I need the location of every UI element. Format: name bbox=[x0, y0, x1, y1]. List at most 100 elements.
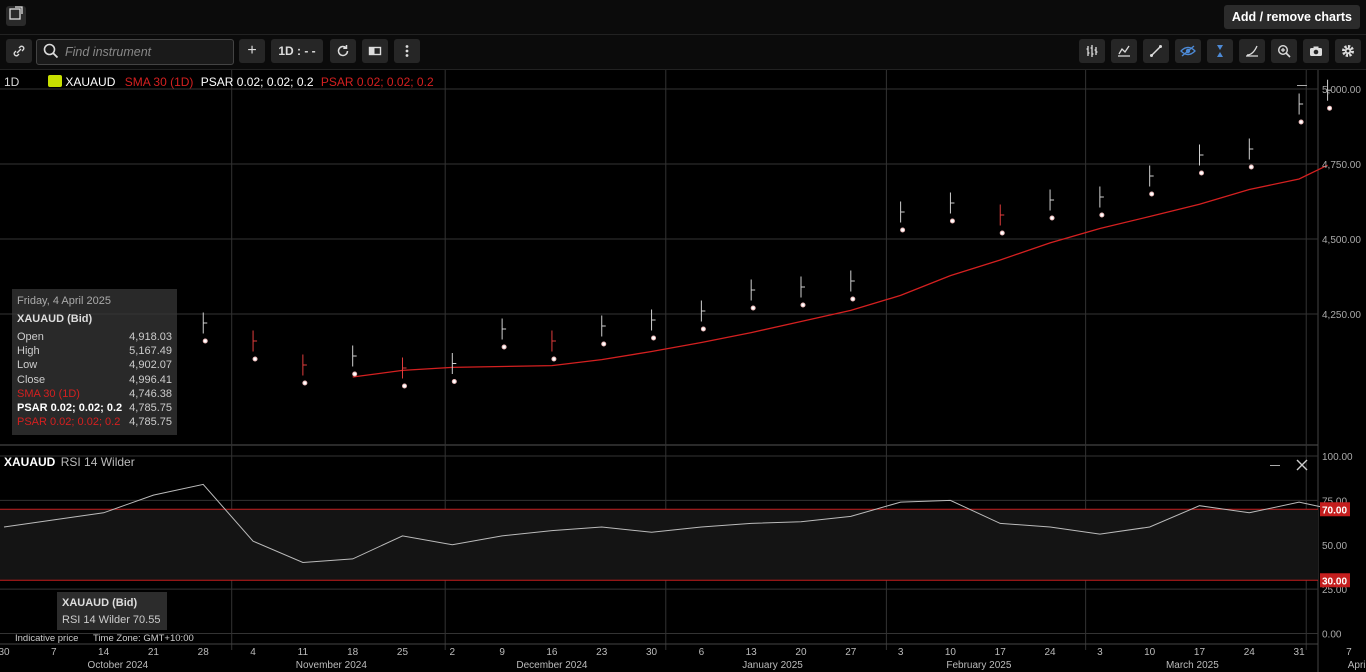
psar-dot bbox=[551, 356, 557, 362]
month-tick-label: April 2025 bbox=[1348, 660, 1366, 671]
rsi-tooltip: XAUAUD (Bid) RSI 14 Wilder 70.55 bbox=[57, 592, 167, 630]
minimize-icon[interactable] bbox=[1270, 465, 1280, 466]
day-tick-label: 17 bbox=[1194, 647, 1206, 658]
tooltip-instrument: XAUAUD (Bid) bbox=[17, 313, 93, 325]
sma-line bbox=[352, 164, 1328, 378]
psar-dot bbox=[949, 218, 955, 224]
day-tick-label: 2 bbox=[450, 647, 456, 658]
day-tick-label: 17 bbox=[995, 647, 1007, 658]
more-icon[interactable] bbox=[394, 39, 420, 63]
month-tick-label: October 2024 bbox=[88, 660, 149, 671]
draw-line-icon[interactable] bbox=[1143, 39, 1169, 63]
timezone-label: Time Zone: GMT+10:00 bbox=[93, 633, 194, 644]
refresh-icon[interactable] bbox=[330, 39, 356, 63]
day-tick-label: 21 bbox=[148, 647, 160, 658]
day-tick-label: 9 bbox=[499, 647, 505, 658]
rsi-level-label: 30.00 bbox=[1322, 576, 1347, 587]
psar-dot bbox=[601, 341, 607, 347]
month-tick-label: January 2025 bbox=[742, 660, 803, 671]
tooltip-row-low: Low 4,902.07 bbox=[17, 359, 172, 371]
day-tick-label: 31 bbox=[1294, 647, 1306, 658]
legend-psar-1[interactable]: PSAR 0.02; 0.02; 0.2 bbox=[200, 75, 314, 89]
month-tick-label: February 2025 bbox=[946, 660, 1011, 671]
popout-icon-glyph bbox=[9, 6, 23, 20]
psar-dot bbox=[900, 227, 906, 233]
day-tick-label: 20 bbox=[795, 647, 807, 658]
interval-selector[interactable]: 1D : - - bbox=[271, 39, 323, 63]
psar-dot bbox=[401, 383, 407, 389]
popout-icon[interactable] bbox=[6, 6, 26, 26]
toolbar: + 1D : - - bbox=[0, 35, 1366, 70]
price-tick-label: 5,000.00 bbox=[1322, 85, 1361, 96]
day-tick-label: 28 bbox=[198, 647, 210, 658]
day-tick-label: 7 bbox=[51, 647, 57, 658]
add-remove-charts-button[interactable]: Add / remove charts bbox=[1223, 5, 1360, 29]
day-tick-label: 10 bbox=[945, 647, 957, 658]
day-tick-label: 18 bbox=[347, 647, 359, 658]
gear-icon[interactable] bbox=[1335, 39, 1361, 63]
top-bar: Add / remove charts bbox=[0, 0, 1366, 35]
psar-dot bbox=[700, 326, 706, 332]
cursor-icon[interactable] bbox=[1207, 39, 1233, 63]
rsi-legend-symbol[interactable]: XAUAUD bbox=[4, 455, 56, 469]
rsi-tooltip-title: XAUAUD (Bid) bbox=[62, 597, 138, 609]
legend-sma[interactable]: SMA 30 (1D) bbox=[124, 75, 194, 89]
zoom-icon[interactable] bbox=[1271, 39, 1297, 63]
rsi-line bbox=[3, 483, 1328, 564]
bars-icon[interactable] bbox=[1079, 39, 1105, 63]
legend-symbol[interactable]: XAUAUD bbox=[65, 75, 116, 89]
day-tick-label: 7 bbox=[1346, 647, 1352, 658]
day-tick-label: 10 bbox=[1144, 647, 1156, 658]
indicators-icon[interactable] bbox=[1111, 39, 1137, 63]
visibility-icon[interactable] bbox=[1175, 39, 1201, 63]
rsi-tick-label: 25.00 bbox=[1322, 585, 1347, 596]
day-tick-label: 4 bbox=[250, 647, 256, 658]
link-icon[interactable] bbox=[6, 39, 32, 63]
legend-interval: 1D bbox=[4, 75, 20, 89]
psar-dot bbox=[850, 296, 856, 302]
day-tick-label: 30 bbox=[646, 647, 658, 658]
month-tick-label: December 2024 bbox=[516, 660, 588, 671]
price-chart[interactable]: 5,250.005,000.004,750.004,500.004,250.00… bbox=[0, 70, 1366, 672]
tooltip-row-psar-1: PSAR 0.02; 0.02; 0.2 4,785.75 bbox=[17, 402, 172, 414]
curve-icon[interactable] bbox=[1239, 39, 1265, 63]
legend-psar-2[interactable]: PSAR 0.02; 0.02; 0.2 bbox=[320, 75, 434, 89]
search-input[interactable] bbox=[63, 42, 227, 62]
add-instrument-button[interactable]: + bbox=[239, 39, 265, 63]
psar-dot bbox=[352, 371, 358, 377]
psar-dot bbox=[302, 380, 308, 386]
tooltip-row-high: High 5,167.49 bbox=[17, 345, 172, 357]
psar-dot bbox=[1099, 212, 1105, 218]
psar-dot bbox=[1248, 164, 1254, 170]
day-tick-label: 3 bbox=[898, 647, 904, 658]
rsi-tick-label: 50.00 bbox=[1322, 541, 1347, 552]
psar-dot bbox=[1049, 215, 1055, 221]
day-tick-label: 16 bbox=[546, 647, 558, 658]
rsi-level-badge bbox=[1320, 502, 1350, 517]
day-tick-label: 14 bbox=[98, 647, 110, 658]
psar-dot bbox=[1298, 119, 1304, 125]
rsi-tick-label: 100.00 bbox=[1322, 452, 1353, 463]
psar-dot bbox=[999, 230, 1005, 236]
psar-dot bbox=[202, 338, 208, 344]
camera-icon[interactable] bbox=[1303, 39, 1329, 63]
close-icon[interactable] bbox=[1296, 459, 1308, 474]
day-tick-label: 25 bbox=[397, 647, 409, 658]
day-tick-label: 27 bbox=[845, 647, 857, 658]
psar-dot bbox=[1149, 191, 1155, 197]
search-icon bbox=[43, 43, 59, 62]
rsi-level-label: 70.00 bbox=[1322, 505, 1347, 516]
instrument-search[interactable] bbox=[36, 39, 234, 65]
tooltip-date: Friday, 4 April 2025 bbox=[17, 295, 111, 307]
psar-dot bbox=[1327, 105, 1333, 111]
month-tick-label: March 2025 bbox=[1166, 660, 1219, 671]
month-tick-label: November 2024 bbox=[296, 660, 368, 671]
rsi-legend-indicator[interactable]: RSI 14 Wilder bbox=[60, 455, 135, 469]
instrument-badge-icon bbox=[48, 75, 63, 87]
chart-legend: 1D XAUAUD SMA 30 (1D) PSAR 0.02; 0.02; 0… bbox=[4, 75, 434, 89]
main-minimize-icon[interactable] bbox=[1297, 85, 1307, 86]
ohlc-tooltip: Friday, 4 April 2025 XAUAUD (Bid) Open 4,… bbox=[12, 289, 177, 435]
day-tick-label: 13 bbox=[746, 647, 758, 658]
layout-icon[interactable] bbox=[362, 39, 388, 63]
psar-dot bbox=[252, 356, 258, 362]
